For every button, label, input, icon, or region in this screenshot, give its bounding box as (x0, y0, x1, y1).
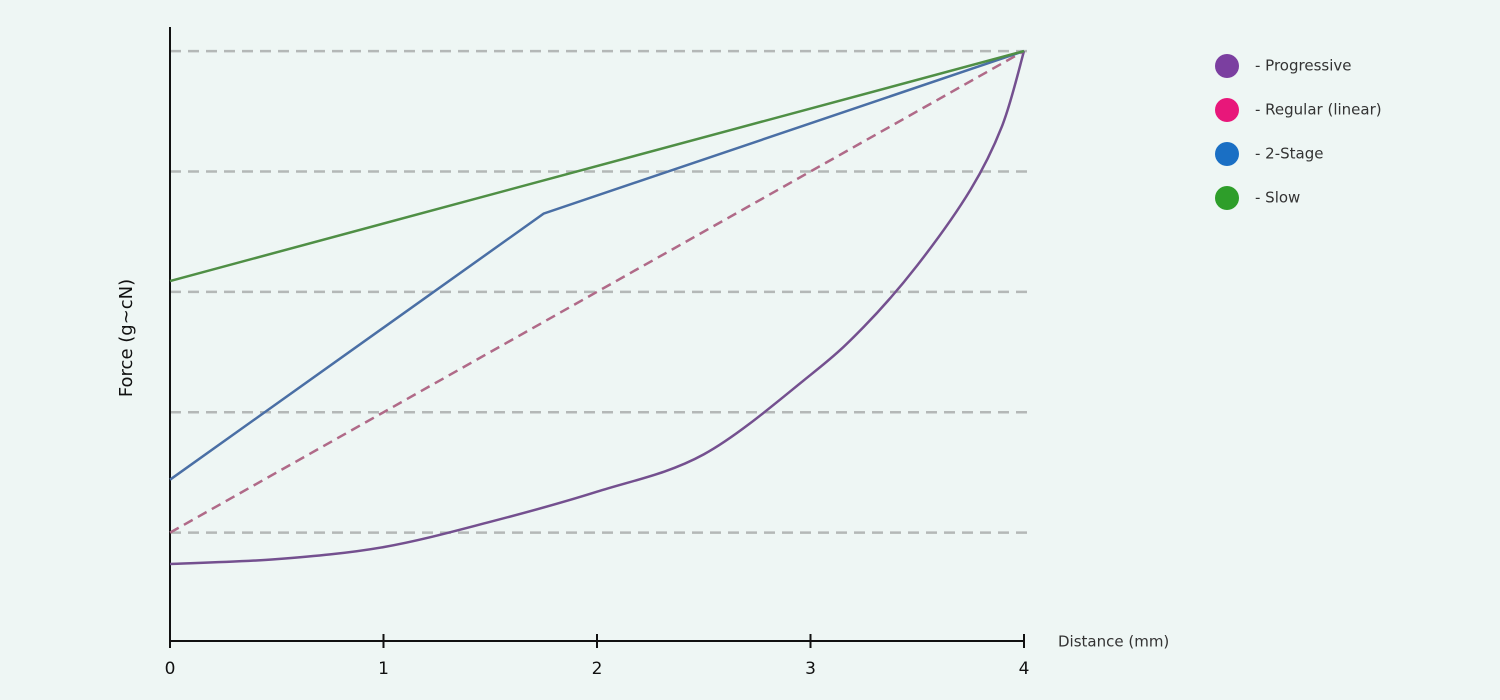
x-tick-label: 0 (165, 659, 176, 679)
y-axis-label: Force (g~cN) (116, 279, 137, 397)
legend-label: - Slow (1255, 189, 1300, 207)
line-series (169, 49, 1025, 534)
x-tick-label: 2 (592, 659, 603, 679)
line-series (169, 50, 1026, 566)
x-tick-label: 4 (1019, 659, 1030, 679)
legend-label: - Progressive (1255, 57, 1351, 75)
legend-label: - 2-Stage (1255, 145, 1323, 163)
legend-marker (1215, 54, 1239, 78)
x-tick-label: 1 (378, 659, 389, 679)
x-tick-label: 3 (805, 659, 816, 679)
legend-marker (1215, 186, 1239, 210)
line-series (169, 49, 1025, 283)
line-series (169, 49, 1025, 481)
legend-marker (1215, 98, 1239, 122)
legend-label: - Regular (linear) (1255, 101, 1382, 119)
legend-marker (1215, 142, 1239, 166)
x-axis-label: Distance (mm) (1058, 633, 1169, 651)
